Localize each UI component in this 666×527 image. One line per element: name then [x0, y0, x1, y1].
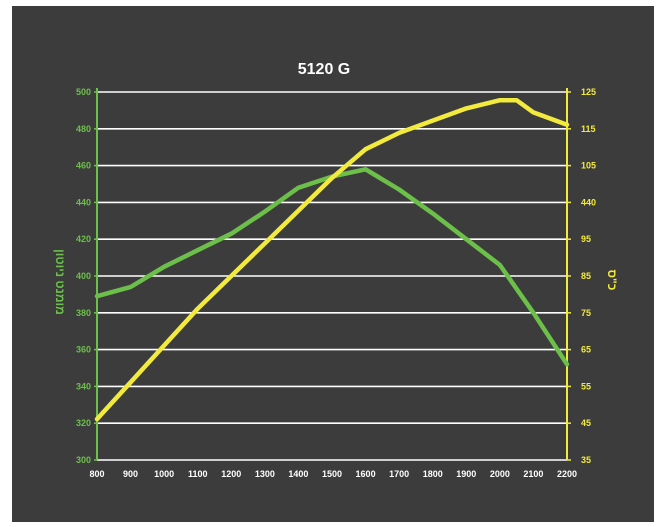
series-lines	[94, 97, 570, 422]
x-tick-label: 1500	[322, 469, 342, 479]
right-tick-label: 85	[581, 271, 591, 281]
x-tick-label: 1600	[356, 469, 376, 479]
y-axis-label-left: מומנט ניוטון	[53, 249, 67, 315]
right-tick-label: 75	[581, 308, 591, 318]
tick-labels: 300 35 320 45 340 55 360 65 380 75 400 85 420 95 440 44…	[76, 87, 596, 479]
axes	[94, 88, 571, 461]
right-tick-label: 105	[581, 161, 596, 171]
left-tick-label: 300	[76, 455, 91, 465]
power-line	[94, 97, 570, 422]
dyno-chart: 5120 G 300 35 320 45 340 55 360 65 380 75 400 85 420…	[53, 61, 619, 479]
x-tick-label: 2200	[557, 469, 577, 479]
right-tick-label: 35	[581, 455, 591, 465]
right-tick-label: 55	[581, 381, 591, 391]
chart-panel: 5120 G 300 35 320 45 340 55 360 65 380 75 400 85 420…	[12, 6, 654, 522]
x-tick-label: 1700	[389, 469, 409, 479]
right-tick-label: 45	[581, 418, 591, 428]
left-tick-label: 420	[76, 234, 91, 244]
left-tick-label: 360	[76, 345, 91, 355]
right-tick-label: 65	[581, 345, 591, 355]
right-tick-label: 95	[581, 234, 591, 244]
left-tick-label: 460	[76, 161, 91, 171]
left-tick-label: 500	[76, 87, 91, 97]
x-tick-label: 1800	[423, 469, 443, 479]
x-tick-label: 800	[89, 469, 104, 479]
left-tick-label: 380	[76, 308, 91, 318]
left-tick-label: 480	[76, 124, 91, 134]
torque-line	[94, 167, 570, 367]
right-tick-label: 125	[581, 87, 596, 97]
x-tick-label: 2000	[490, 469, 510, 479]
y-axis-label-right: כ"ס	[605, 270, 619, 291]
chart-title: 5120 G	[298, 61, 350, 78]
right-tick-label: 440	[581, 197, 596, 207]
x-tick-label: 2100	[523, 469, 543, 479]
left-tick-label: 320	[76, 418, 91, 428]
x-tick-label: 1000	[154, 469, 174, 479]
x-tick-label: 1400	[288, 469, 308, 479]
left-tick-label: 400	[76, 271, 91, 281]
x-tick-label: 1200	[221, 469, 241, 479]
left-tick-label: 440	[76, 197, 91, 207]
right-tick-label: 115	[581, 124, 596, 134]
left-tick-label: 340	[76, 381, 91, 391]
x-tick-label: 1300	[255, 469, 275, 479]
x-tick-label: 1900	[456, 469, 476, 479]
grid-lines	[97, 91, 567, 461]
x-tick-label: 900	[123, 469, 138, 479]
x-tick-label: 1100	[188, 469, 208, 479]
